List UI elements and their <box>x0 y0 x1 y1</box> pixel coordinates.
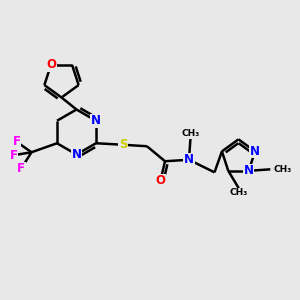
Text: CH₃: CH₃ <box>274 165 292 174</box>
Text: N: N <box>184 153 194 166</box>
Text: N: N <box>91 114 101 127</box>
Text: F: F <box>17 162 25 175</box>
Text: F: F <box>13 135 20 148</box>
Text: S: S <box>119 138 127 151</box>
Text: N: N <box>250 145 260 158</box>
Text: F: F <box>10 149 17 162</box>
Text: N: N <box>244 164 254 177</box>
Text: CH₃: CH₃ <box>182 129 200 138</box>
Text: O: O <box>46 58 56 71</box>
Text: O: O <box>155 174 166 187</box>
Text: CH₃: CH₃ <box>230 188 248 197</box>
Text: N: N <box>71 148 82 161</box>
